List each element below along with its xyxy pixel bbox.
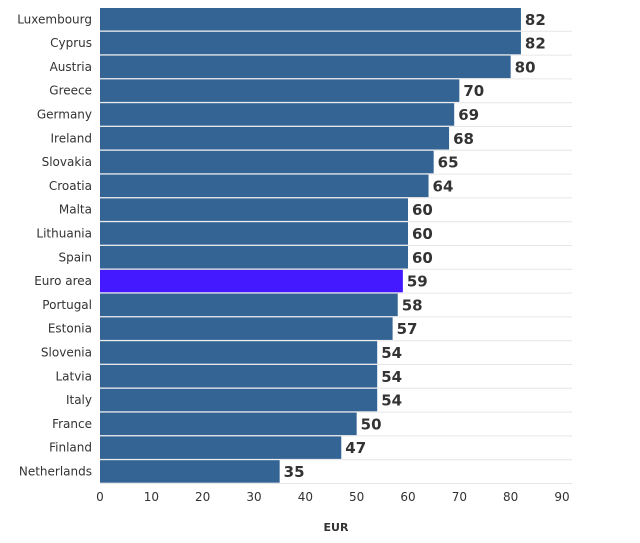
category-label: Portugal — [42, 298, 92, 312]
category-label: Austria — [50, 60, 92, 74]
data-label: 60 — [412, 201, 433, 219]
bar-spain — [100, 246, 408, 269]
x-axis-ticks: 0 10 20 30 40 50 60 70 80 90 — [96, 490, 569, 504]
category-label: Slovenia — [41, 345, 92, 359]
x-tick-label: 70 — [452, 490, 467, 504]
bar-italy — [100, 388, 378, 412]
category-label: Finland — [49, 441, 92, 455]
category-label: Euro area — [34, 274, 92, 288]
x-tick-label: 90 — [554, 490, 569, 504]
category-label: Lithuania — [36, 226, 92, 240]
bar-luxembourg — [100, 8, 521, 31]
data-label: 65 — [438, 154, 459, 172]
x-tick-label: 80 — [503, 490, 518, 504]
bar-euro-area — [100, 269, 403, 293]
data-label: 82 — [525, 11, 546, 29]
bar-latvia — [100, 365, 378, 388]
bar-slovakia — [100, 150, 434, 174]
bar-croatia — [100, 174, 429, 198]
data-label: 80 — [515, 58, 536, 76]
gridlines — [100, 30, 572, 484]
category-label: Netherlands — [19, 464, 92, 478]
bar-cyprus — [100, 31, 521, 55]
data-label: 70 — [463, 82, 484, 100]
data-label: 82 — [525, 35, 546, 53]
data-label: 54 — [381, 368, 402, 386]
bar-slovenia — [100, 341, 378, 364]
bar-netherlands — [100, 460, 280, 483]
category-label: France — [52, 417, 92, 431]
bar-greece — [100, 79, 460, 102]
data-label: 68 — [453, 130, 474, 148]
x-tick-label: 10 — [144, 490, 159, 504]
category-label: Croatia — [49, 179, 92, 193]
x-tick-label: 30 — [246, 490, 261, 504]
bar-germany — [100, 103, 455, 126]
bar-lithuania — [100, 222, 408, 245]
category-label: Estonia — [48, 322, 92, 336]
category-label: Slovakia — [42, 155, 92, 169]
data-label: 60 — [412, 249, 433, 267]
data-label: 57 — [397, 320, 418, 338]
data-label: 54 — [381, 392, 402, 410]
data-label: 60 — [412, 225, 433, 243]
bar-austria — [100, 55, 511, 79]
category-label: Greece — [49, 84, 92, 98]
x-tick-label: 20 — [195, 490, 210, 504]
x-tick-label: 50 — [349, 490, 364, 504]
bars: Luxembourg 82 Cyprus 82 Austria 80 Greece 70 Ger… — [17, 8, 546, 483]
data-label: 54 — [381, 344, 402, 362]
category-label: Ireland — [50, 131, 92, 145]
data-label: 35 — [284, 463, 305, 481]
data-label: 50 — [361, 415, 382, 433]
bar-ireland — [100, 127, 450, 150]
data-label: 59 — [407, 273, 428, 291]
data-label: 64 — [433, 177, 454, 195]
category-label: Italy — [66, 393, 92, 407]
x-tick-label: 0 — [96, 490, 104, 504]
x-axis-label: EUR — [324, 521, 349, 534]
category-label: Spain — [58, 250, 92, 264]
category-label: Cyprus — [50, 36, 92, 50]
bar-estonia — [100, 317, 393, 340]
bar-finland — [100, 436, 342, 459]
category-label: Latvia — [55, 369, 92, 383]
data-label: 58 — [402, 296, 423, 314]
x-tick-label: 40 — [298, 490, 313, 504]
data-label: 47 — [345, 439, 366, 457]
category-label: Malta — [59, 203, 92, 217]
bar-malta — [100, 198, 408, 221]
category-label: Luxembourg — [17, 12, 92, 26]
x-tick-label: 60 — [400, 490, 415, 504]
bar-portugal — [100, 293, 398, 317]
bar-france — [100, 412, 357, 436]
data-label: 69 — [458, 106, 479, 124]
category-label: Germany — [37, 107, 92, 121]
